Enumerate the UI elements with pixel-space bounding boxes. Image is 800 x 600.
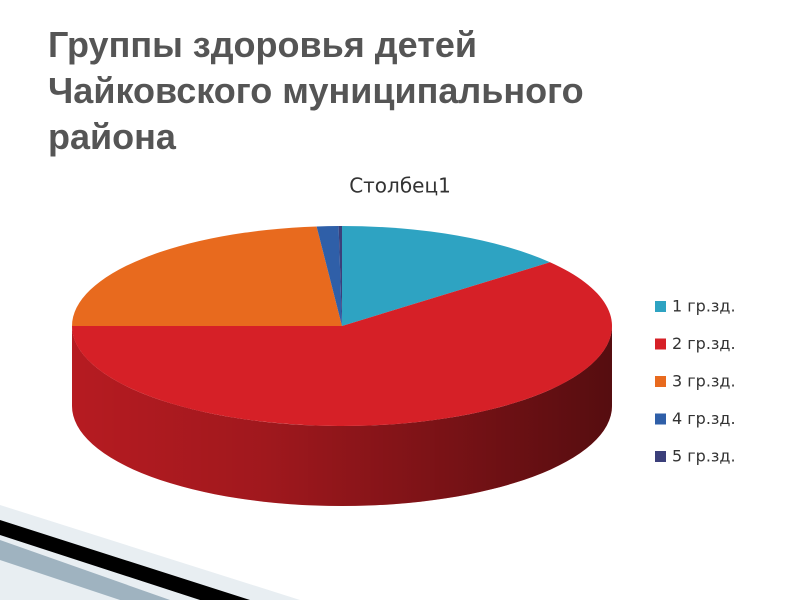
legend-swatch [655,376,666,387]
legend-label: 5 гр.зд. [672,447,736,466]
slice [72,262,613,426]
legend-swatch [655,301,666,312]
legend-swatch [655,338,666,350]
decor [0,520,250,600]
slice [342,226,551,326]
legend-swatch [655,413,666,425]
slice [316,226,342,326]
legend: 1 гр.зд. 2 гр.зд. 3 гр.зд. 4 гр.зд. 5 гр.зд. [655,297,736,466]
legend-label: 1 гр.зд. [672,297,736,316]
side-shade [72,326,612,506]
legend-label: 2 гр.зд. [672,334,736,353]
slide-title: Группы здоровья детей Чайковского муници… [48,24,584,157]
legend-label: 3 гр.зд. [672,372,736,391]
legend-swatch [655,451,666,462]
chart-subtitle: Столбец1 [349,174,451,198]
legend-label: 4 гр.зд. [672,409,736,428]
decor [0,505,300,600]
pie [72,226,613,506]
decor [0,540,170,600]
slice [338,226,342,326]
slice [72,226,342,326]
